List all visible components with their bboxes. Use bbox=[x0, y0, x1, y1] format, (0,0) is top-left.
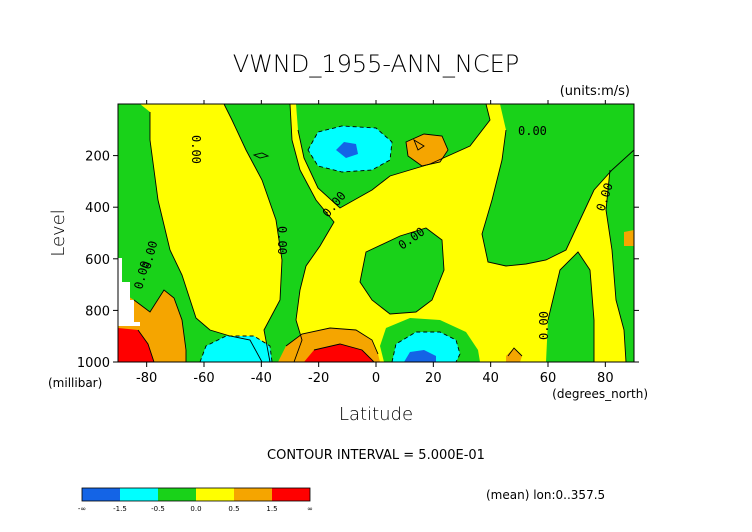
y-tick-label: 200 bbox=[85, 150, 110, 165]
x-axis: -80 -60 -40 -20 0 20 40 60 80 bbox=[136, 100, 614, 386]
missing-data-area bbox=[118, 258, 140, 326]
y-tick-label: 800 bbox=[85, 304, 110, 319]
contour-line bbox=[359, 227, 445, 315]
legend-color-swatch bbox=[272, 488, 310, 501]
x-tick-label: 40 bbox=[482, 371, 499, 386]
contour-line bbox=[199, 335, 273, 362]
contour-label: 0.00 bbox=[518, 124, 547, 138]
region-blue-upper bbox=[336, 142, 358, 158]
contour-line bbox=[405, 133, 449, 167]
contour-line bbox=[413, 138, 425, 151]
color-legend: -∞ -1.5 -0.5 0.0 0.5 1.5 ∞ bbox=[78, 487, 313, 513]
region-blue-low bbox=[404, 350, 436, 362]
contour-line bbox=[133, 289, 187, 362]
x-axis-title: Latitude bbox=[339, 404, 413, 425]
legend-tick-label: 0.0 bbox=[190, 505, 201, 513]
y-tick-label: 600 bbox=[85, 253, 110, 268]
footer-mean-lon: (mean) lon:0..357.5 bbox=[486, 488, 605, 502]
region-green-south-polar bbox=[118, 104, 262, 362]
legend-tick-label: -0.5 bbox=[151, 505, 165, 513]
contour-line bbox=[481, 129, 634, 267]
contour-line bbox=[313, 343, 375, 362]
x-tick-label: 80 bbox=[597, 371, 614, 386]
contour-line bbox=[391, 331, 461, 362]
contour-line bbox=[605, 169, 627, 362]
contour-line bbox=[297, 104, 491, 209]
y-axis: 200 400 600 800 1000 bbox=[77, 150, 639, 371]
x-tick-label: 60 bbox=[540, 371, 557, 386]
legend-tick-label: -1.5 bbox=[113, 505, 127, 513]
region-orange-north-edge bbox=[624, 230, 634, 246]
region-cyan-south-low bbox=[200, 336, 272, 362]
contour-field: 0.00 0.00 0.00 0.00 0.00 0.00 0.00 0.00 … bbox=[118, 104, 634, 362]
contour-line bbox=[149, 112, 263, 362]
contour-label: 0.00 bbox=[275, 226, 289, 255]
contour-line bbox=[507, 347, 523, 357]
legend-color-swatch bbox=[158, 488, 196, 501]
region-green-north bbox=[482, 104, 634, 266]
legend-color-swatch bbox=[196, 488, 234, 501]
contour-lines bbox=[133, 104, 634, 362]
legend-color-swatch bbox=[82, 488, 120, 501]
legend-frame bbox=[81, 487, 311, 502]
contour-line bbox=[547, 251, 595, 362]
legend-tick-label: 0.5 bbox=[228, 505, 239, 513]
x-unit-label: (degrees_north) bbox=[552, 387, 648, 401]
region-orange-low-north bbox=[506, 348, 522, 362]
contour-label: 0.00 bbox=[537, 311, 551, 340]
x-tick-label: -80 bbox=[136, 371, 157, 386]
y-unit-label: (millibar) bbox=[48, 376, 102, 390]
contour-line bbox=[137, 329, 155, 362]
x-tick-label: -20 bbox=[308, 371, 329, 386]
chart-title: VWND_1955-ANN_NCEP bbox=[233, 50, 519, 78]
region-red-south bbox=[118, 328, 154, 362]
contour-line bbox=[285, 327, 379, 355]
contour-label: 0.00 bbox=[189, 135, 203, 164]
x-tick-label: 0 bbox=[372, 371, 380, 386]
x-tick-label: 20 bbox=[425, 371, 442, 386]
contour-line bbox=[289, 104, 335, 362]
y-tick-label: 1000 bbox=[77, 356, 110, 371]
x-tick-label: -40 bbox=[251, 371, 272, 386]
contour-interval-text: CONTOUR INTERVAL = 5.000E-01 bbox=[267, 448, 485, 463]
contour-line bbox=[223, 104, 283, 362]
legend-tick-label: ∞ bbox=[307, 505, 313, 513]
contour-line bbox=[252, 152, 270, 159]
x-tick-label: -60 bbox=[193, 371, 214, 386]
legend-tick-label: -∞ bbox=[78, 505, 86, 513]
legend-color-swatch bbox=[234, 488, 272, 501]
region-green-mid-central bbox=[360, 228, 444, 314]
legend-color-swatch bbox=[120, 488, 158, 501]
units-label: (units:m/s) bbox=[560, 84, 630, 99]
y-tick-label: 400 bbox=[85, 201, 110, 216]
y-axis-title: Level bbox=[48, 209, 69, 257]
region-green-north-edge bbox=[606, 150, 634, 362]
legend-tick-label: 1.5 bbox=[266, 505, 277, 513]
region-green-upper-south bbox=[224, 104, 334, 362]
